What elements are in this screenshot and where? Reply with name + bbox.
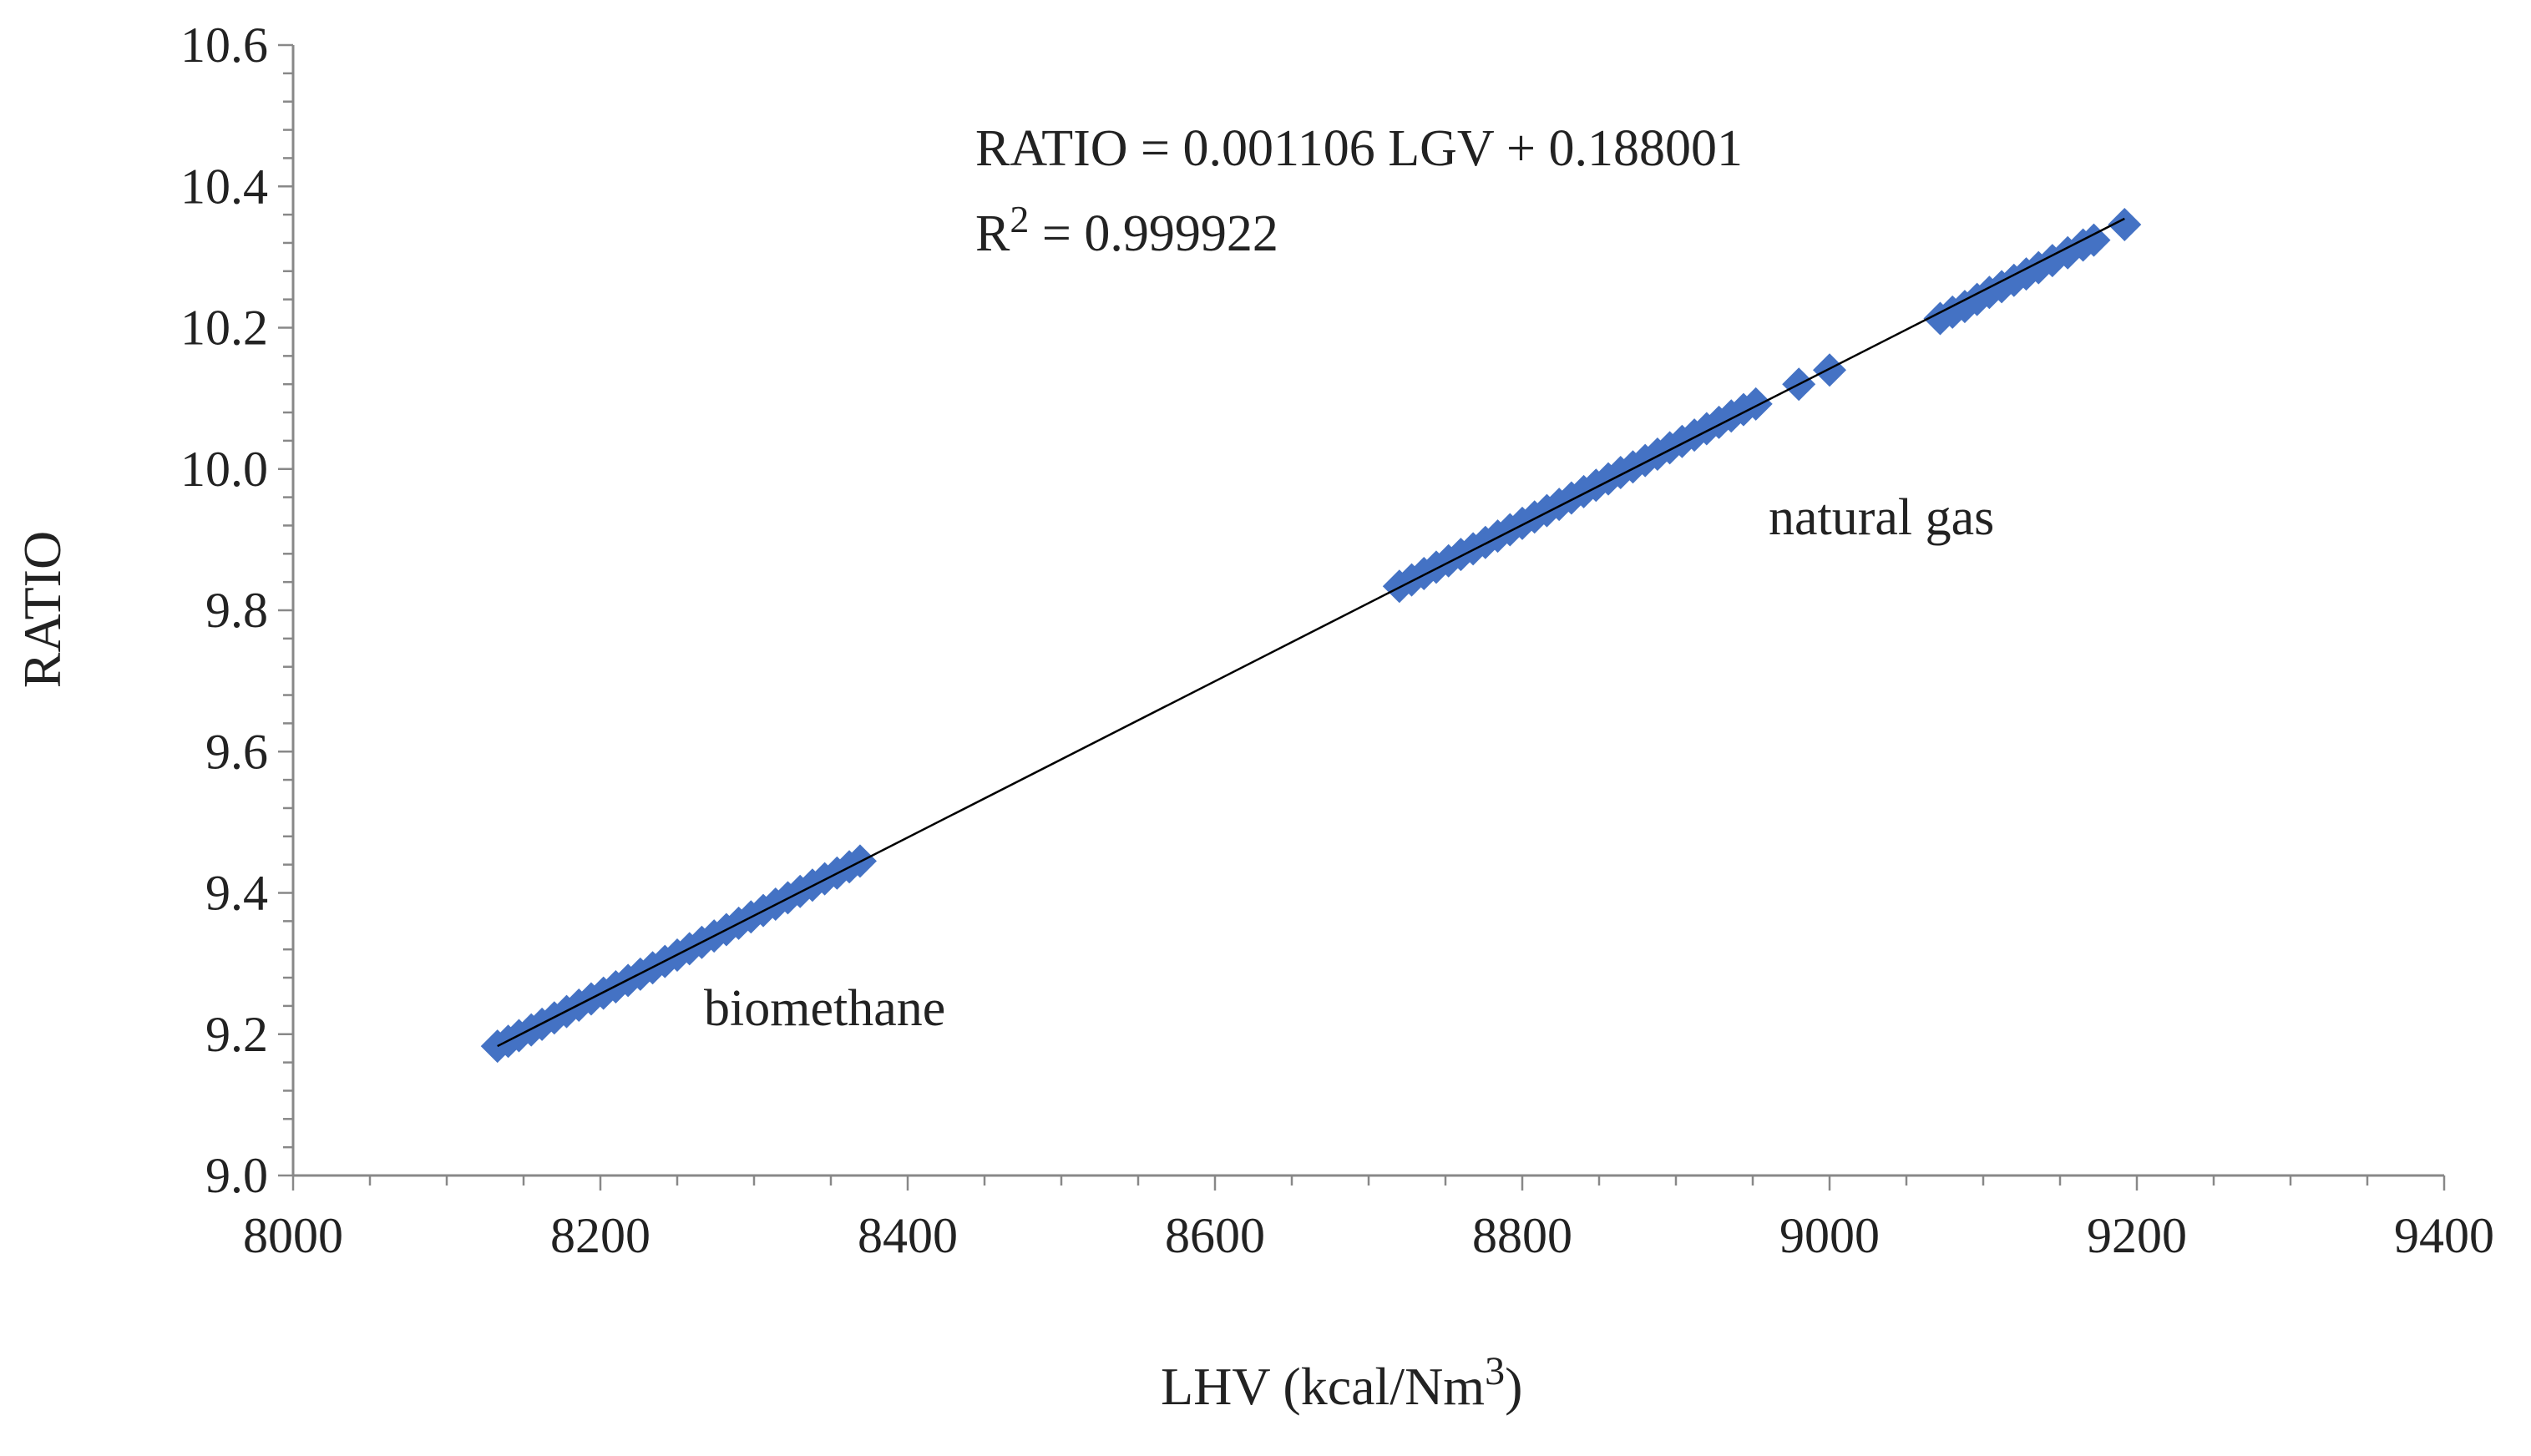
x-axis-title-suffix: )	[1505, 1357, 1522, 1416]
axes	[291, 45, 2444, 1177]
x-axis-title-main: LHV (kcal/Nm	[1161, 1357, 1485, 1416]
y-tick-label: 9.4	[205, 866, 268, 921]
r2-prefix: R	[975, 205, 1010, 262]
y-tick-label: 9.2	[205, 1007, 268, 1062]
x-tick-label: 8400	[858, 1208, 958, 1263]
r2-suffix: = 0.999922	[1029, 205, 1278, 262]
y-axis-title: RATIO	[13, 531, 72, 688]
minor-ticks	[278, 43, 2446, 1191]
x-axis-title-superscript: 3	[1485, 1349, 1505, 1393]
x-tick-label: 8000	[243, 1208, 343, 1263]
y-tick-labels: 9.0 9.2 9.4 9.6 9.8 10.0 10.2 10.4 10.6	[180, 18, 268, 1203]
r-squared-label: R2 = 0.999922	[975, 198, 1278, 262]
natural-gas-label: natural gas	[1769, 489, 1994, 546]
data-point	[2108, 207, 2142, 241]
trendline	[497, 217, 2125, 1048]
x-tick-labels: 8000 8200 8400 8600 8800 9000 9200 9400	[243, 1208, 2494, 1263]
data-point	[1678, 418, 1712, 452]
x-tick-label: 9200	[2087, 1208, 2187, 1263]
biomethane-label: biomethane	[704, 980, 945, 1037]
data-point	[2077, 223, 2111, 257]
y-tick-label: 9.0	[205, 1148, 268, 1203]
x-tick-label: 9400	[2394, 1208, 2494, 1263]
y-tick-label: 10.6	[180, 18, 268, 73]
y-tick-label: 10.0	[180, 442, 268, 497]
x-axis-title: LHV (kcal/Nm3)	[1161, 1349, 1522, 1416]
y-tick-label: 9.8	[205, 583, 268, 638]
x-tick-label: 9000	[1779, 1208, 1880, 1263]
data-point	[1739, 387, 1773, 421]
equation-label: RATIO = 0.001106 LGV + 0.188001	[975, 120, 1743, 177]
x-tick-label: 8200	[550, 1208, 650, 1263]
x-tick-label: 8600	[1165, 1208, 1265, 1263]
data-point	[1813, 353, 1846, 387]
y-tick-label: 10.4	[180, 159, 268, 214]
r2-superscript: 2	[1010, 198, 1029, 240]
y-tick-label: 10.2	[180, 301, 268, 356]
y-tick-label: 9.6	[205, 724, 268, 779]
data-points	[480, 207, 2142, 1064]
x-tick-label: 8800	[1472, 1208, 1572, 1263]
